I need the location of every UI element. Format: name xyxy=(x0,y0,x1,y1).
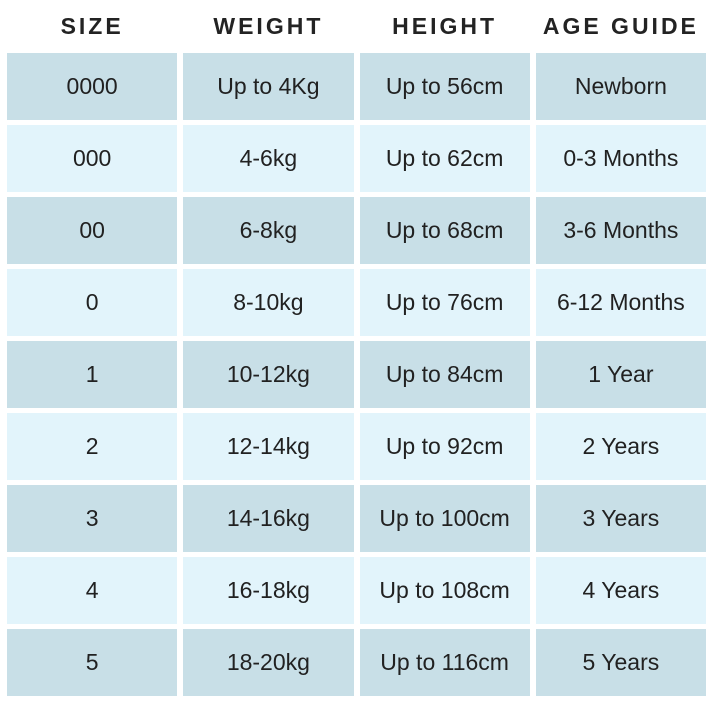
table-row: 4 16-18kg Up to 108cm 4 Years xyxy=(7,557,706,624)
cell-height: Up to 76cm xyxy=(359,269,530,336)
table-row: 1 10-12kg Up to 84cm 1 Year xyxy=(7,341,706,408)
cell-size: 00 xyxy=(7,197,178,264)
cell-weight: 14-16kg xyxy=(183,485,354,552)
table-row: 2 12-14kg Up to 92cm 2 Years xyxy=(7,413,706,480)
cell-size: 2 xyxy=(7,413,178,480)
cell-height: Up to 116cm xyxy=(359,629,530,696)
cell-age: 3 Years xyxy=(535,485,706,552)
cell-age: 5 Years xyxy=(535,629,706,696)
cell-weight: 12-14kg xyxy=(183,413,354,480)
cell-weight: Up to 4Kg xyxy=(183,53,354,120)
cell-height: Up to 56cm xyxy=(359,53,530,120)
cell-age: 2 Years xyxy=(535,413,706,480)
cell-age: Newborn xyxy=(535,53,706,120)
table-row: 000 4-6kg Up to 62cm 0-3 Months xyxy=(7,125,706,192)
cell-size: 0 xyxy=(7,269,178,336)
table-row: 0 8-10kg Up to 76cm 6-12 Months xyxy=(7,269,706,336)
cell-size: 3 xyxy=(7,485,178,552)
cell-height: Up to 92cm xyxy=(359,413,530,480)
cell-size: 000 xyxy=(7,125,178,192)
cell-weight: 16-18kg xyxy=(183,557,354,624)
cell-weight: 8-10kg xyxy=(183,269,354,336)
table-row: 5 18-20kg Up to 116cm 5 Years xyxy=(7,629,706,696)
column-header-age-guide: AGE GUIDE xyxy=(542,13,699,39)
cell-height: Up to 108cm xyxy=(359,557,530,624)
cell-size: 5 xyxy=(7,629,178,696)
cell-size: 1 xyxy=(7,341,178,408)
table-row: 00 6-8kg Up to 68cm 3-6 Months xyxy=(7,197,706,264)
cell-height: Up to 84cm xyxy=(359,341,530,408)
cell-age: 3-6 Months xyxy=(535,197,706,264)
cell-age: 4 Years xyxy=(535,557,706,624)
cell-height: Up to 62cm xyxy=(359,125,530,192)
table-header-row: SIZE WEIGHT HEIGHT AGE GUIDE xyxy=(7,0,706,53)
column-header-size: SIZE xyxy=(60,13,124,39)
column-header-weight: WEIGHT xyxy=(213,13,324,39)
cell-size: 0000 xyxy=(7,53,178,120)
table-row: 0000 Up to 4Kg Up to 56cm Newborn xyxy=(7,53,706,120)
cell-age: 0-3 Months xyxy=(535,125,706,192)
cell-weight: 4-6kg xyxy=(183,125,354,192)
cell-weight: 10-12kg xyxy=(183,341,354,408)
cell-weight: 18-20kg xyxy=(183,629,354,696)
column-header-height: HEIGHT xyxy=(392,13,498,39)
cell-age: 6-12 Months xyxy=(535,269,706,336)
cell-age: 1 Year xyxy=(535,341,706,408)
cell-size: 4 xyxy=(7,557,178,624)
table-row: 3 14-16kg Up to 100cm 3 Years xyxy=(7,485,706,552)
cell-height: Up to 68cm xyxy=(359,197,530,264)
cell-height: Up to 100cm xyxy=(359,485,530,552)
table-body: 0000 Up to 4Kg Up to 56cm Newborn 000 4-… xyxy=(7,53,706,696)
cell-weight: 6-8kg xyxy=(183,197,354,264)
